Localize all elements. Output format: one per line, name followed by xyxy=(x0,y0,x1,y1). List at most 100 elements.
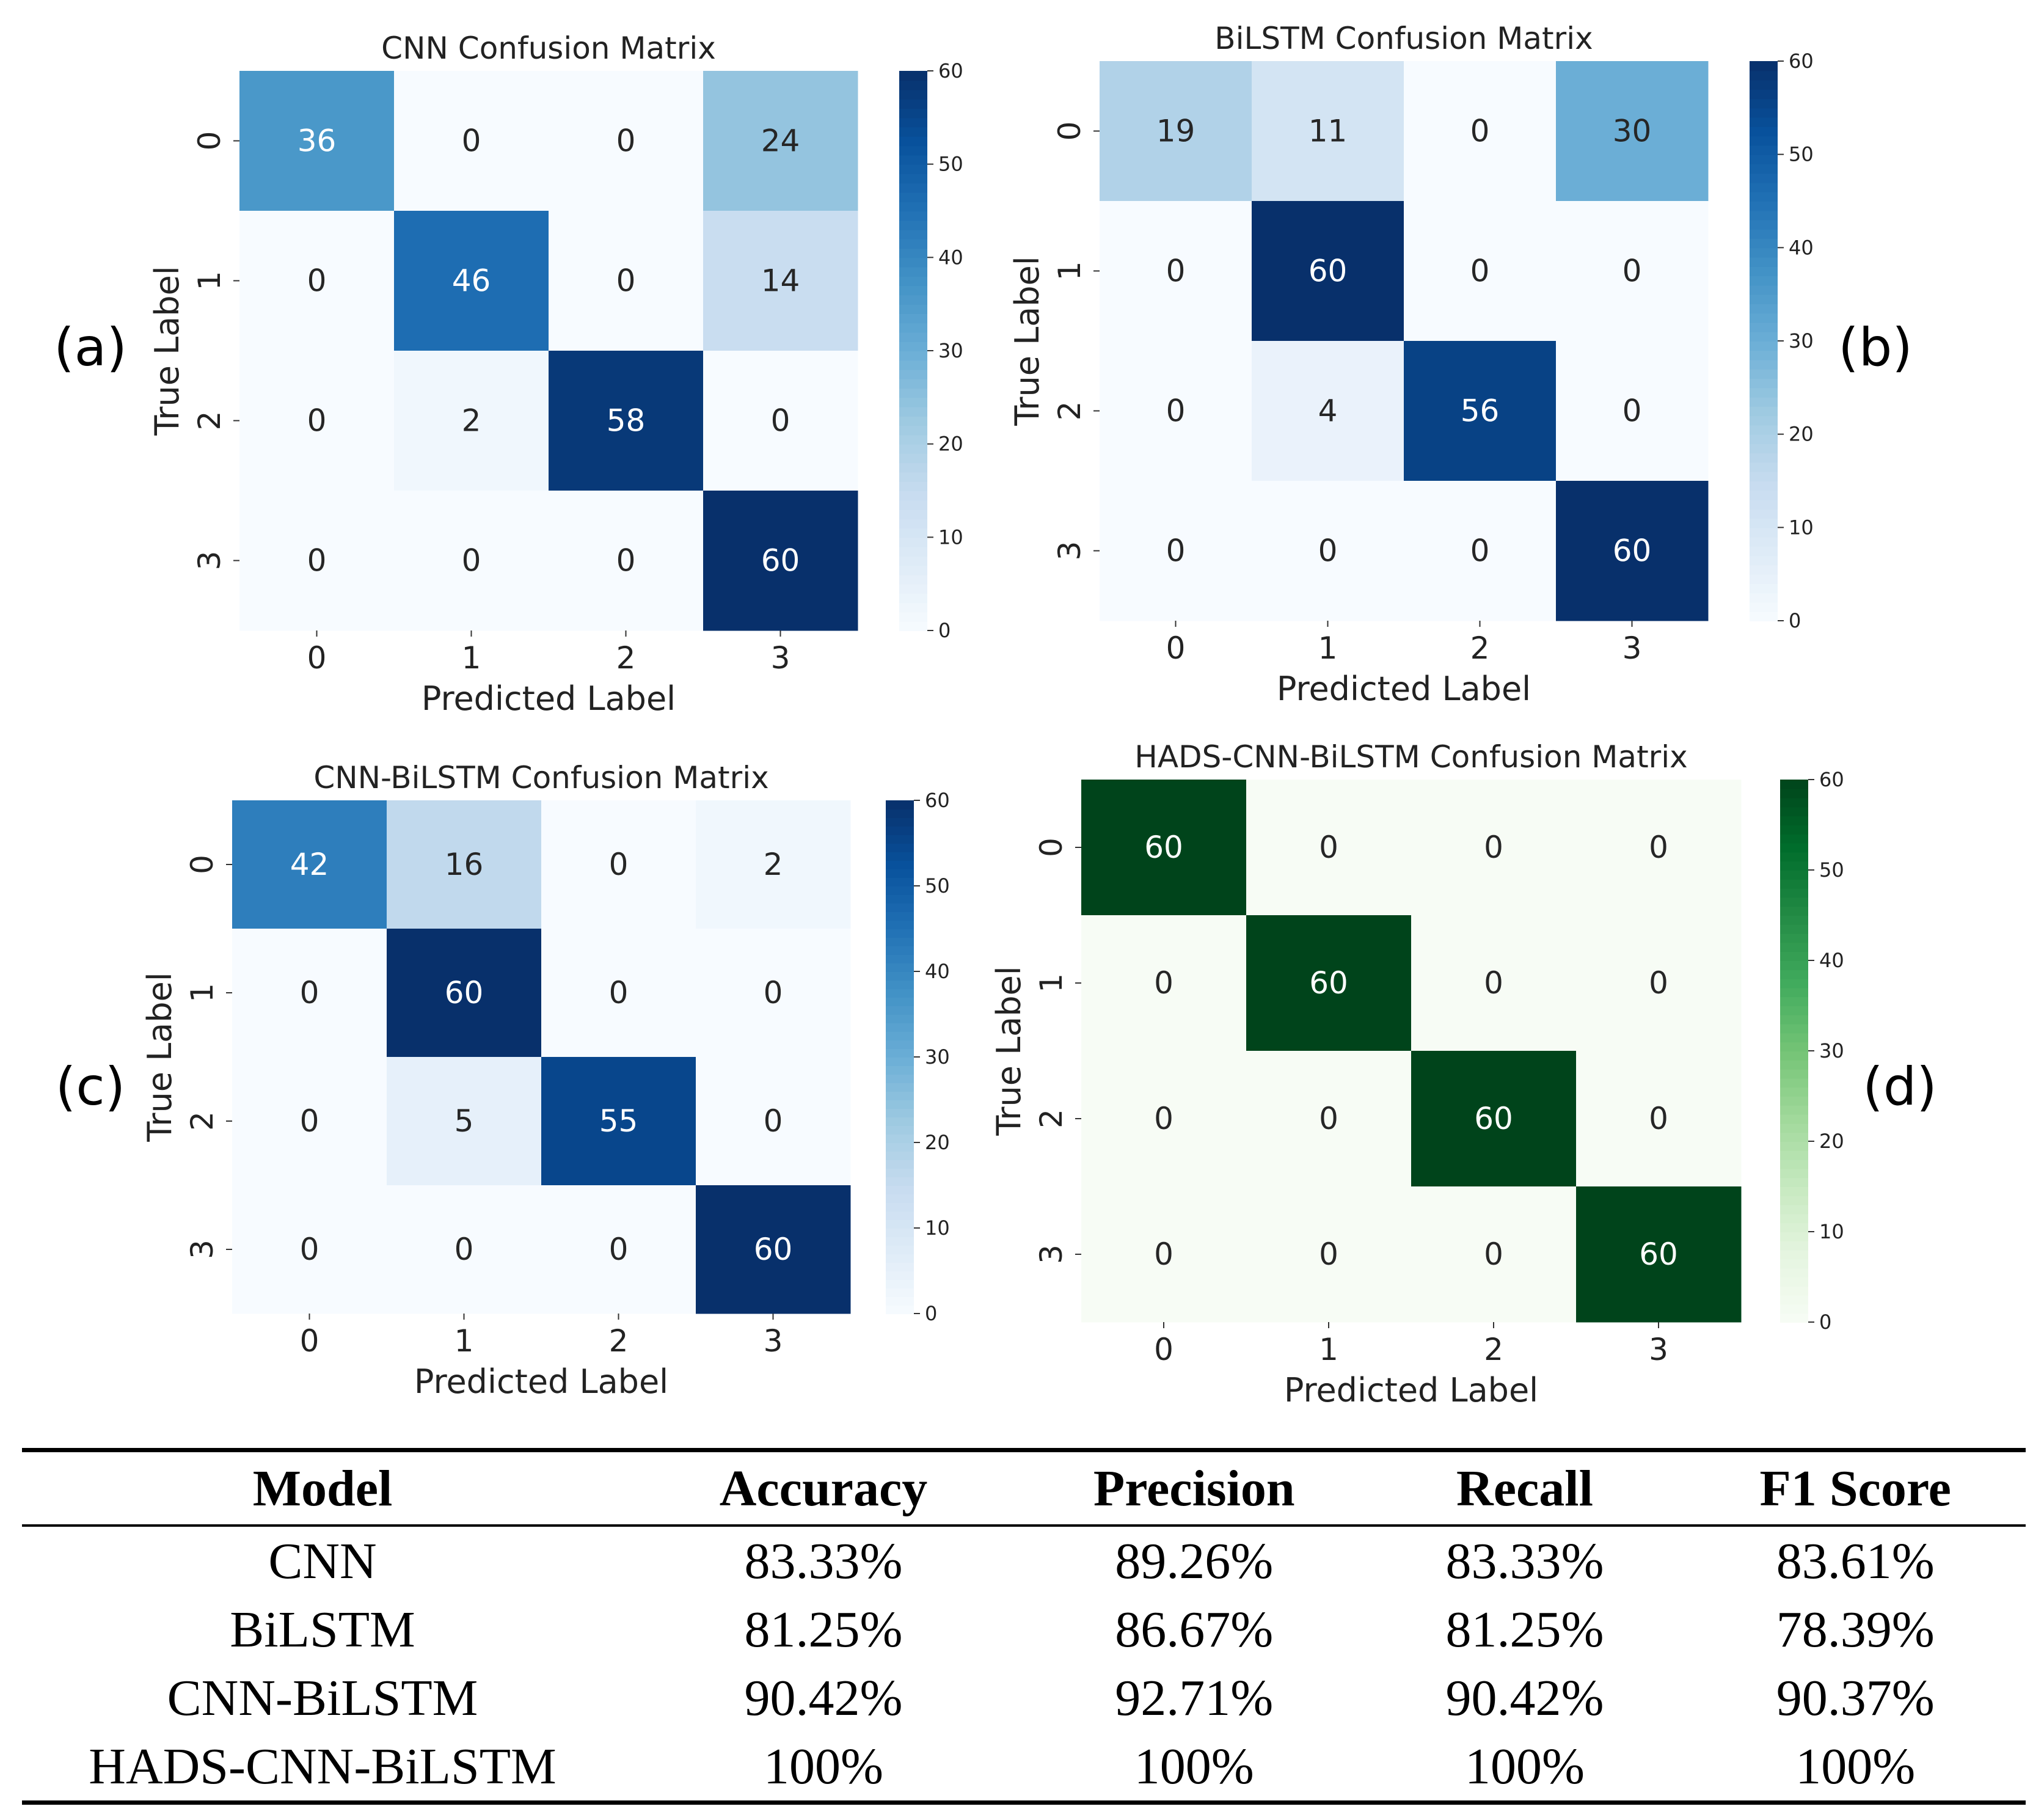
cell-value-label: 46 xyxy=(452,263,491,299)
colorbar-tick-label: 20 xyxy=(1819,1130,1844,1153)
colorbar-segment xyxy=(899,126,927,137)
colorbar-segment xyxy=(1780,1168,1808,1179)
colorbar-segment xyxy=(1750,191,1778,202)
cell-value-label: 0 xyxy=(1470,114,1490,149)
cell-value-label: 0 xyxy=(1166,254,1186,289)
header-recall: Recall xyxy=(1456,1460,1593,1517)
colorbar-segment xyxy=(1750,98,1778,109)
table-row: HADS-CNN-BiLSTM 100% 100% 100% 100% xyxy=(22,1732,2026,1803)
colorbar-segment xyxy=(1750,238,1778,249)
colorbar-tick-label: 0 xyxy=(1789,609,1801,632)
colorbar-segment xyxy=(1750,555,1778,566)
colorbar-segment xyxy=(899,518,927,529)
y-tick-label: 1 xyxy=(184,983,220,1003)
heatmap-cell xyxy=(394,351,549,491)
colorbar-segment xyxy=(1780,1014,1808,1025)
colorbar-segment xyxy=(899,248,927,258)
colorbar-tick-label: 60 xyxy=(938,59,963,82)
colorbar-segment xyxy=(886,1074,914,1083)
heatmap-cell xyxy=(239,351,395,491)
colorbar-segment xyxy=(899,108,927,119)
cell-value-label: 0 xyxy=(300,1103,319,1139)
colorbar-segment xyxy=(1780,1213,1808,1224)
colorbar-segment xyxy=(1750,378,1778,389)
colorbar-segment xyxy=(899,145,927,156)
colorbar-segment xyxy=(1780,942,1808,952)
colorbar-segment xyxy=(886,929,914,938)
colorbar-segment xyxy=(899,276,927,287)
colorbar-tick-label: 40 xyxy=(925,960,950,983)
cell-value-label: 0 xyxy=(1649,830,1668,865)
heatmap-cell xyxy=(1576,1051,1742,1187)
colorbar-tick-label: 30 xyxy=(938,339,963,362)
cell-value-label: 60 xyxy=(1474,1101,1513,1136)
colorbar-segment xyxy=(886,1271,914,1280)
colorbar-segment xyxy=(886,1219,914,1229)
colorbar-segment xyxy=(1750,163,1778,174)
panel-label: (a) xyxy=(54,317,127,378)
cell-value-label: 0 xyxy=(1470,254,1490,289)
table-row: CNN-BiLSTM 90.42% 92.71% 90.42% 90.37% xyxy=(22,1664,2026,1732)
cell-precision: 86.67% xyxy=(1115,1601,1274,1658)
heatmap-cell xyxy=(1404,61,1557,202)
colorbar-tick-label: 40 xyxy=(1789,236,1814,259)
cell-recall: 83.33% xyxy=(1445,1532,1604,1590)
heatmap-cell xyxy=(541,800,696,929)
cell-value-label: 0 xyxy=(454,1232,474,1267)
colorbar-segment xyxy=(1750,490,1778,500)
cell-value-label: 0 xyxy=(1319,1237,1338,1272)
colorbar-segment xyxy=(1750,527,1778,538)
colorbar-segment xyxy=(899,621,927,631)
heatmap-cell xyxy=(541,1185,696,1314)
x-tick-label: 0 xyxy=(1154,1332,1173,1367)
cell-value-label: 60 xyxy=(1309,254,1348,289)
x-tick-label: 1 xyxy=(1318,630,1338,666)
colorbar-segment xyxy=(1780,987,1808,998)
cell-model: HADS-CNN-BiLSTM xyxy=(89,1738,557,1795)
colorbar-segment xyxy=(886,1040,914,1049)
cell-accuracy: 81.25% xyxy=(744,1601,903,1658)
colorbar-segment xyxy=(899,98,927,109)
colorbar-segment xyxy=(1780,816,1808,825)
colorbar-segment xyxy=(1750,350,1778,360)
heatmap-cell xyxy=(1252,201,1404,342)
colorbar-segment xyxy=(1780,1078,1808,1088)
heatmap-cell xyxy=(239,491,395,631)
colorbar-segment xyxy=(899,332,927,342)
colorbar-segment xyxy=(1780,933,1808,943)
cell-value-label: 0 xyxy=(1154,965,1173,1001)
colorbar-segment xyxy=(899,220,927,230)
colorbar-tick-label: 0 xyxy=(1819,1310,1831,1334)
colorbar-segment xyxy=(1750,341,1778,351)
colorbar-segment xyxy=(886,817,914,827)
heatmap-cell xyxy=(1576,780,1742,916)
colorbar-segment xyxy=(899,266,927,277)
colorbar-tick-label: 20 xyxy=(925,1131,950,1154)
cell-value-label: 4 xyxy=(1318,393,1338,429)
y-axis-label: True Label xyxy=(141,972,179,1142)
heatmap-cell xyxy=(232,800,387,929)
cell-value-label: 0 xyxy=(1166,393,1186,429)
heatmap-cell xyxy=(1252,61,1404,202)
x-axis-label: Predicted Label xyxy=(422,679,676,718)
y-tick-label: 3 xyxy=(184,1240,220,1259)
colorbar-segment xyxy=(886,886,914,895)
cell-value-label: 0 xyxy=(1470,533,1490,569)
cell-value-label: 0 xyxy=(1484,965,1503,1001)
heatmap-cell xyxy=(1411,915,1577,1051)
colorbar-segment xyxy=(899,509,927,519)
cell-value-label: 55 xyxy=(599,1103,638,1139)
heatmap-cell xyxy=(1081,1051,1247,1187)
colorbar-segment xyxy=(899,369,927,379)
colorbar-segment xyxy=(1750,117,1778,127)
colorbar-segment xyxy=(899,388,927,398)
panel-label: (d) xyxy=(1863,1056,1937,1117)
heatmap-cell xyxy=(703,71,858,211)
heatmap-cell xyxy=(696,1185,851,1314)
colorbar-segment xyxy=(899,71,927,81)
colorbar-segment xyxy=(886,1245,914,1254)
x-axis-label: Predicted Label xyxy=(1284,1371,1538,1405)
colorbar-segment xyxy=(1750,481,1778,491)
colorbar-tick-label: 50 xyxy=(1819,858,1844,882)
